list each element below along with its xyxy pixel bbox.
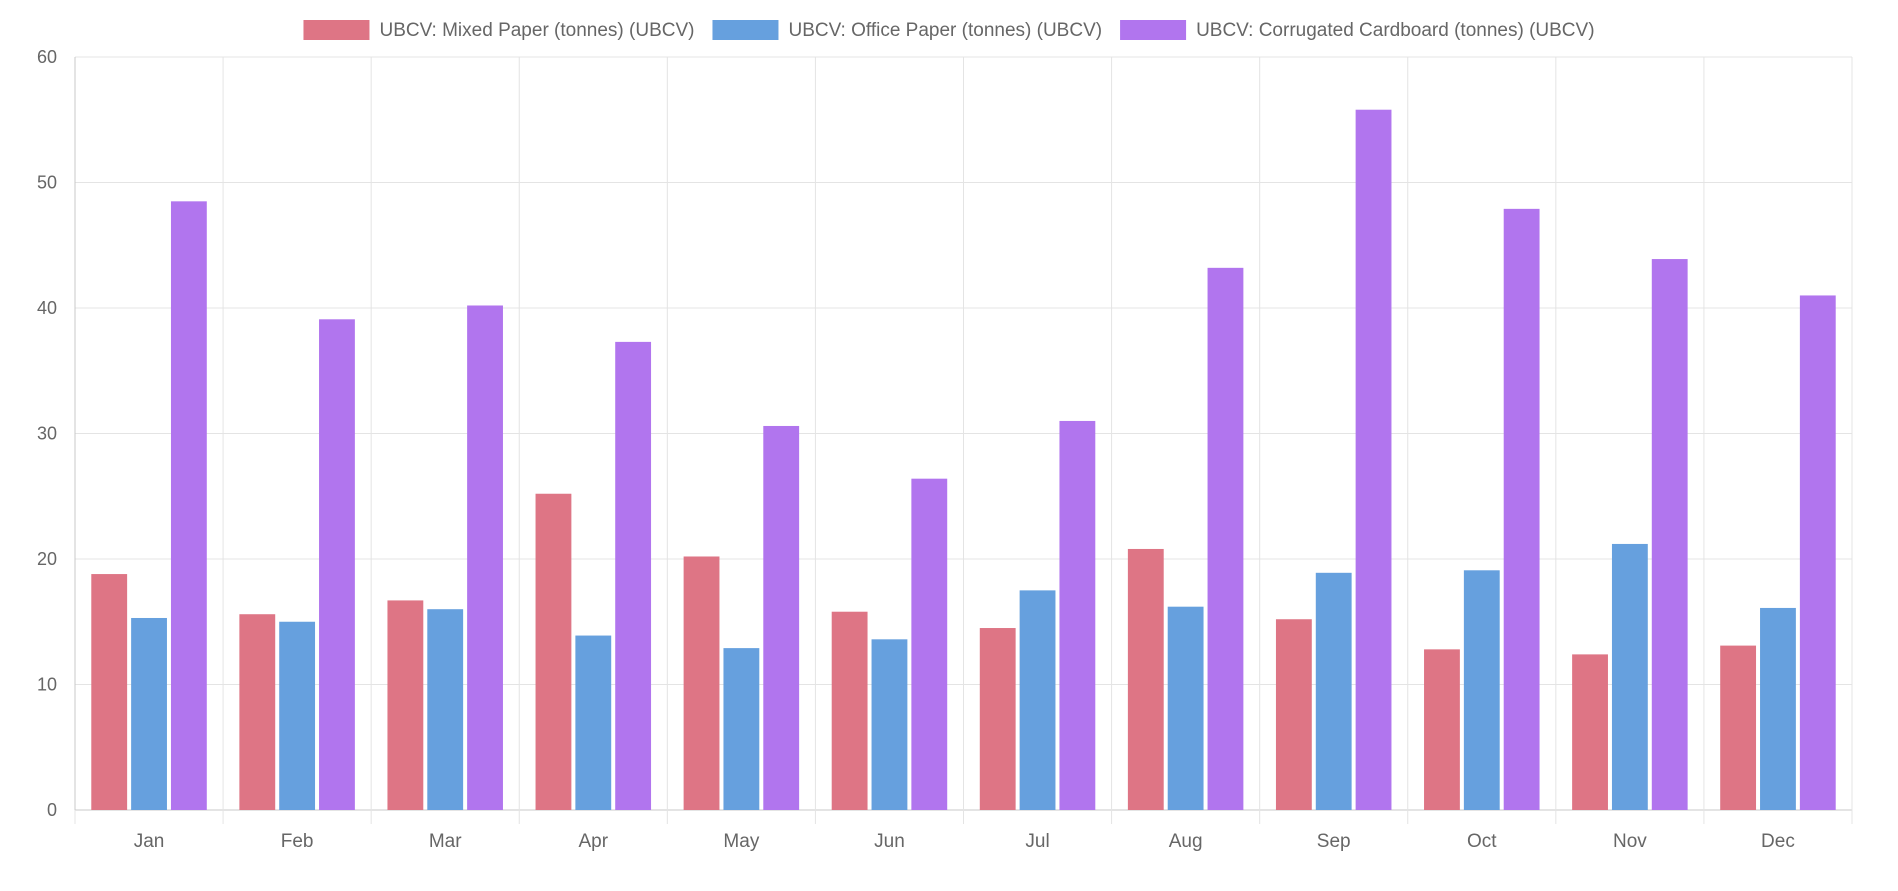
bar[interactable] — [979, 628, 1016, 810]
bar[interactable] — [239, 614, 276, 810]
x-tick-label: Sep — [1317, 831, 1351, 852]
bar[interactable] — [911, 478, 948, 810]
y-tick-label: 0 — [47, 800, 57, 820]
x-tick-label: Jul — [1025, 831, 1049, 852]
legend-swatch[interactable] — [712, 20, 779, 40]
bar[interactable] — [1651, 259, 1688, 810]
legend-swatch[interactable] — [1120, 20, 1187, 40]
legend: UBCV: Mixed Paper (tonnes) (UBCV) UBCV: O… — [303, 20, 1595, 41]
bar[interactable] — [1059, 420, 1096, 810]
bar[interactable] — [1207, 267, 1244, 811]
x-tick-label: Mar — [429, 831, 462, 852]
bar[interactable] — [1503, 208, 1540, 811]
bar[interactable] — [467, 305, 503, 810]
bar[interactable] — [1799, 295, 1836, 810]
axes: 0 10 20 30 40 50 60 Jan Feb Mar Apr May Jun Jul Aug Sep… — [37, 47, 1795, 852]
x-tick-label: May — [723, 831, 759, 852]
legend-label[interactable]: UBCV: Mixed Paper (tonnes) (UBCV) — [379, 20, 694, 41]
bar[interactable] — [1019, 590, 1056, 810]
bar[interactable] — [1315, 572, 1352, 810]
y-tick-label: 60 — [37, 47, 57, 67]
x-tick-label: Dec — [1761, 831, 1795, 852]
bar[interactable] — [319, 319, 355, 810]
x-tick-label: Jan — [134, 831, 165, 852]
bar[interactable] — [871, 639, 908, 810]
x-tick-label: Apr — [579, 831, 609, 852]
bar[interactable] — [1720, 645, 1757, 810]
bar[interactable] — [1463, 570, 1500, 810]
bar[interactable] — [723, 648, 760, 810]
x-tick-label: Nov — [1613, 831, 1647, 852]
bar[interactable] — [615, 341, 652, 810]
bar[interactable] — [575, 635, 612, 810]
y-tick-label: 50 — [37, 173, 57, 193]
bar[interactable] — [1611, 543, 1648, 810]
x-tick-label: Aug — [1169, 831, 1203, 852]
bar[interactable] — [831, 611, 868, 810]
legend-label[interactable]: UBCV: Corrugated Cardboard (tonnes) (UBC… — [1196, 20, 1594, 41]
bar[interactable] — [131, 617, 167, 810]
bar[interactable] — [1167, 606, 1204, 810]
bar[interactable] — [763, 425, 800, 810]
x-tick-label: Jun — [874, 831, 905, 852]
bar[interactable] — [1127, 548, 1164, 810]
grid-lines — [74, 56, 1853, 824]
x-tick-label: Feb — [281, 831, 314, 852]
bar[interactable] — [91, 574, 128, 810]
bar[interactable] — [427, 609, 464, 810]
y-tick-label: 40 — [37, 298, 57, 318]
y-tick-label: 20 — [37, 549, 57, 569]
legend-label[interactable]: UBCV: Office Paper (tonnes) (UBCV) — [788, 20, 1102, 41]
bar[interactable] — [1572, 654, 1608, 810]
bar[interactable] — [1275, 619, 1312, 810]
bar[interactable] — [683, 556, 720, 810]
x-tick-label: Oct — [1467, 831, 1497, 852]
bar[interactable] — [535, 493, 572, 810]
y-tick-label: 10 — [37, 675, 57, 695]
legend-swatch[interactable] — [303, 20, 370, 40]
bar[interactable] — [279, 621, 316, 810]
bar[interactable] — [387, 600, 424, 810]
bars — [91, 109, 1836, 811]
bar[interactable] — [1355, 109, 1392, 810]
bar[interactable] — [1424, 649, 1460, 810]
y-tick-label: 30 — [37, 424, 57, 444]
bar[interactable] — [170, 201, 207, 810]
bar[interactable] — [1760, 607, 1796, 810]
